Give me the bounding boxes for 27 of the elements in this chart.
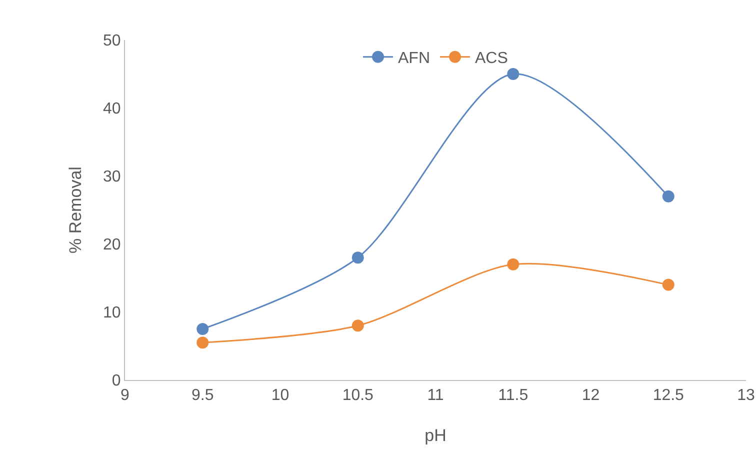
y-tick-label: 10 bbox=[103, 304, 121, 322]
x-tick-label: 11 bbox=[427, 387, 444, 404]
point bbox=[507, 68, 520, 80]
x-tick-label: 9 bbox=[120, 387, 130, 404]
point bbox=[507, 258, 520, 270]
x-axis-title: pH bbox=[424, 426, 446, 445]
x-tick-label: 13 bbox=[737, 387, 755, 404]
y-tick-label: 20 bbox=[103, 236, 121, 254]
y-axis-title: % Removal bbox=[66, 166, 85, 254]
y-tick-label: 50 bbox=[103, 32, 121, 50]
point bbox=[196, 323, 209, 335]
x-tick-label: 9.5 bbox=[192, 387, 214, 404]
legend-label: AFN bbox=[398, 50, 430, 68]
x-tick-label: 10.5 bbox=[342, 387, 374, 404]
x-tick-label: 10 bbox=[271, 387, 290, 404]
y-tick-label: 40 bbox=[103, 100, 121, 118]
legend-label: ACS bbox=[475, 50, 508, 68]
x-tick-label: 12.5 bbox=[652, 387, 684, 404]
y-tick-label: 30 bbox=[103, 168, 121, 186]
point bbox=[196, 336, 209, 349]
point bbox=[662, 190, 674, 202]
point bbox=[662, 278, 674, 291]
x-tick-label: 12 bbox=[582, 387, 600, 404]
point bbox=[352, 252, 364, 264]
y-tick-label: 0 bbox=[112, 372, 121, 390]
point bbox=[352, 320, 364, 332]
x-tick-label: 11.5 bbox=[498, 387, 528, 404]
